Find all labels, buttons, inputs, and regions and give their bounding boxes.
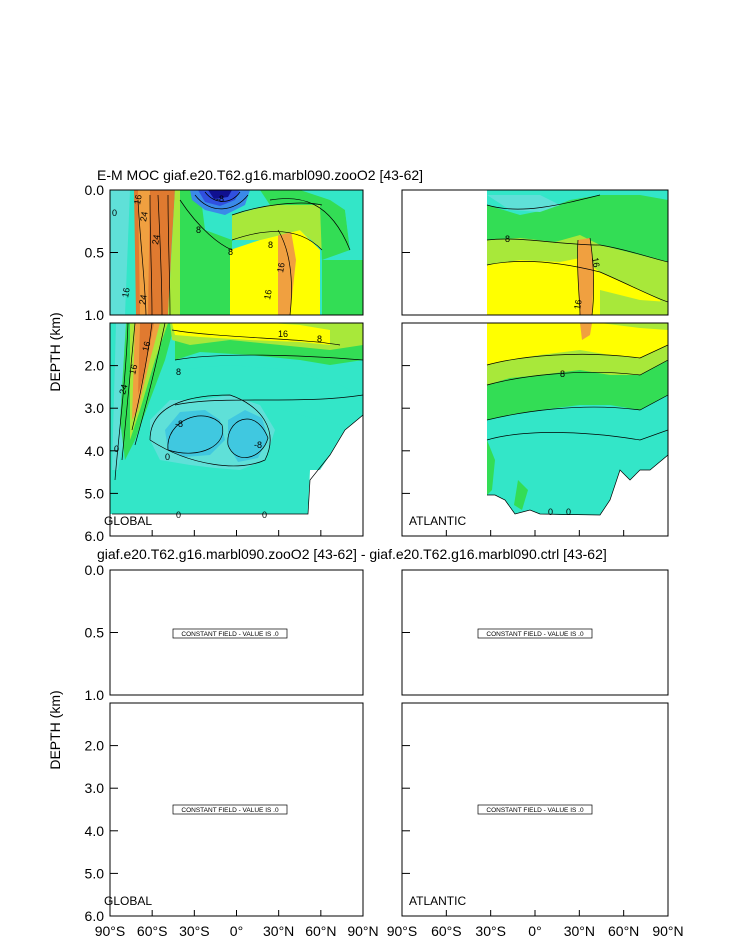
- basin-label-atlantic-bottom: ATLANTIC: [409, 894, 466, 908]
- constant-field-label: CONSTANT FIELD - VALUE IS .0: [181, 807, 279, 814]
- x-tick-label: 60°S: [137, 923, 168, 939]
- contour-label: 8: [196, 225, 201, 235]
- constant-field-box: [477, 628, 593, 639]
- x-tick-label: 30°N: [564, 923, 595, 939]
- contour-label: 16: [572, 299, 584, 311]
- x-tick-label: 90°S: [387, 923, 418, 939]
- contour-label: -8: [175, 419, 183, 429]
- x-tick-label: 30°N: [263, 923, 294, 939]
- contour-label: 0: [165, 452, 170, 462]
- contour-label: 0: [566, 507, 571, 517]
- x-tick-label: 60°N: [608, 923, 639, 939]
- global-contour-labels: 16 24 24 24 16 8 -8 8 16 16 8 0 16 8 24 …: [112, 194, 322, 520]
- x-tick-label: 60°N: [305, 923, 336, 939]
- atlantic-contour-labels: 16 16 8 8 0 0: [505, 234, 602, 517]
- constant-field-box: [477, 804, 593, 815]
- bottom-title: giaf.e20.T62.g16.marbl090.zooO2 [43-62] …: [97, 546, 607, 562]
- contour-label: 24: [150, 234, 162, 246]
- contour-label: 0: [176, 510, 181, 520]
- y-tick-label: 0.0: [85, 562, 105, 578]
- x-tick-label: 90°S: [95, 923, 126, 939]
- y-tick-label: 1.0: [85, 307, 105, 323]
- ylabel-top: DEPTH (km): [47, 312, 63, 391]
- constant-field-label: CONSTANT FIELD - VALUE IS .0: [486, 807, 584, 814]
- basin-label-global-bottom: GLOBAL: [104, 894, 152, 908]
- x-tick-label: 0°: [230, 923, 243, 939]
- contour-label: 24: [138, 211, 150, 223]
- y-tick-label: 4.0: [85, 443, 105, 459]
- y-tick-label: 3.0: [85, 780, 105, 796]
- contour-label: 8: [560, 369, 565, 379]
- y-tick-label: 0.5: [85, 245, 105, 261]
- contour-label: -8: [254, 440, 262, 450]
- contour-label: 16: [127, 363, 139, 375]
- panel-global-bottom: CONSTANT FIELD - VALUE IS .0 CONSTANT FI…: [104, 569, 364, 917]
- contour-label: 16: [278, 329, 288, 339]
- x-tick-label: 60°S: [431, 923, 462, 939]
- x-tick-label: 0°: [528, 923, 541, 939]
- contour-label: 0: [114, 444, 119, 454]
- contour-label: 0: [548, 507, 553, 517]
- x-tick-label: 30°S: [179, 923, 210, 939]
- contour-label: 16: [132, 194, 144, 206]
- constant-field-box: [172, 804, 288, 815]
- x-tick-label: 30°S: [475, 923, 506, 939]
- ylabel-bottom: DEPTH (km): [47, 690, 63, 769]
- x-tick-label: 90°N: [347, 923, 378, 939]
- contour-label: 8: [505, 234, 510, 244]
- y-tick-label: 6.0: [85, 908, 105, 924]
- contour-label: 0: [262, 510, 267, 520]
- axes-layer: 0.0 0.5 1.0 2.0 3.0 4.0 5.0 6.0 0.0 0.5 1.0 2.0 3.0 4…: [85, 182, 684, 939]
- contour-label: 8: [268, 240, 273, 250]
- contour-label: 16: [275, 262, 287, 274]
- y-tick-label: 0.0: [85, 182, 105, 198]
- constant-field-label: CONSTANT FIELD - VALUE IS .0: [181, 631, 279, 638]
- y-tick-label: 2.0: [85, 738, 105, 754]
- y-tick-label: 5.0: [85, 485, 105, 501]
- y-tick-label: 5.0: [85, 865, 105, 881]
- contour-label: 8: [176, 367, 181, 377]
- contour-label: 24: [137, 294, 149, 306]
- contour-label: 16: [590, 257, 602, 269]
- panel-atlantic-top: 16 16 8 8 0 0 ATLANTIC: [401, 189, 669, 537]
- basin-label-global-top: GLOBAL: [104, 514, 152, 528]
- y-tick-label: 3.0: [85, 400, 105, 416]
- y-tick-label: 6.0: [85, 528, 105, 544]
- top-title: E-M MOC giaf.e20.T62.g16.marbl090.zooO2 …: [97, 167, 423, 183]
- contour-label: 16: [120, 287, 132, 299]
- contour-label: 16: [140, 340, 152, 352]
- atlantic-upper-field: [402, 190, 668, 315]
- contour-label: 24: [117, 383, 129, 395]
- y-tick-label: 0.5: [85, 625, 105, 641]
- constant-field-box: [172, 628, 288, 639]
- constant-field-label: CONSTANT FIELD - VALUE IS .0: [486, 631, 584, 638]
- panel-global-top: 16 24 24 24 16 8 -8 8 16 16 8 0 16 8 24 …: [104, 189, 364, 537]
- basin-label-atlantic-top: ATLANTIC: [409, 514, 466, 528]
- y-tick-label: 4.0: [85, 823, 105, 839]
- contour-label: 16: [262, 289, 274, 301]
- x-tick-label: 90°N: [652, 923, 683, 939]
- contour-label: 8: [228, 247, 233, 257]
- contour-label: -8: [216, 194, 224, 204]
- y-tick-label: 1.0: [85, 687, 105, 703]
- contour-label: 0: [112, 208, 117, 218]
- atlantic-lower-field: [402, 323, 668, 536]
- panel-atlantic-bottom: CONSTANT FIELD - VALUE IS .0 CONSTANT FI…: [401, 569, 669, 917]
- global-upper-field: [110, 190, 363, 315]
- contour-label: 8: [317, 334, 322, 344]
- global-lower-field: [110, 323, 363, 536]
- y-tick-label: 2.0: [85, 358, 105, 374]
